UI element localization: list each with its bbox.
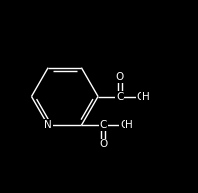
Text: O: O <box>99 139 107 149</box>
Text: C: C <box>100 120 107 130</box>
Text: O: O <box>116 73 124 82</box>
Text: H: H <box>125 120 133 130</box>
Text: C: C <box>116 91 124 102</box>
Text: O: O <box>137 91 145 102</box>
Text: N: N <box>44 120 52 130</box>
Text: O: O <box>120 120 128 130</box>
Text: H: H <box>142 91 149 102</box>
